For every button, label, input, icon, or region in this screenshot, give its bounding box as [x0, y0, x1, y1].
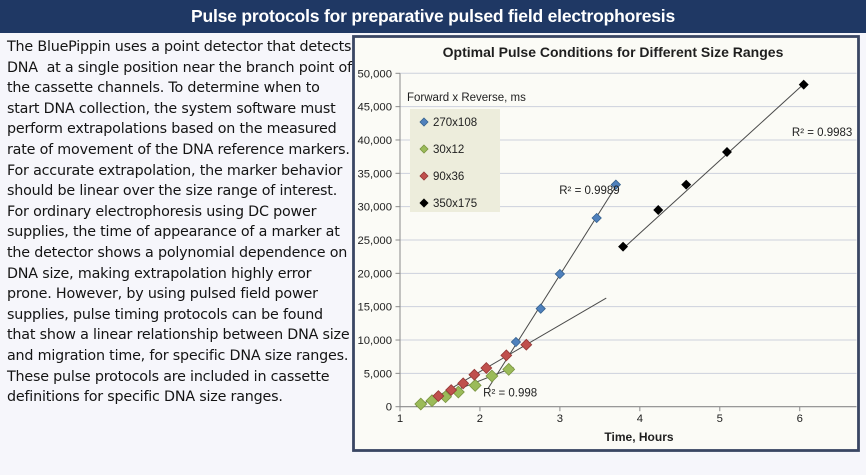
y-tick-label: 50,000 [357, 68, 392, 80]
point-270x108 [610, 179, 622, 190]
r2-annotation-350x175: R² = 0.9983 [792, 127, 852, 139]
x-tick-label: 4 [637, 413, 643, 425]
point-90x36 [457, 377, 470, 390]
point-350x175 [618, 241, 629, 252]
y-tick-label: 30,000 [357, 202, 392, 214]
chart-panel: 0 5,000 10,000 15,000 20,000 25,000 30,000 35,0… [352, 35, 860, 452]
legend-marker-30x12 [419, 144, 429, 154]
point-90x36 [500, 349, 513, 362]
r2-annotation-270x108: R² = 0.9989 [559, 185, 619, 197]
point-30x12 [502, 362, 516, 376]
legend-marker-90x36 [419, 171, 429, 181]
y-tick-label: 20,000 [357, 268, 392, 280]
x-tick-label: 3 [557, 413, 563, 425]
x-tick-label: 1 [397, 413, 403, 425]
y-tick-label: 40,000 [357, 135, 392, 147]
legend-title: Forward x Reverse, ms [407, 92, 526, 104]
title-bar: Pulse protocols for preparative pulsed f… [0, 0, 866, 33]
point-30x12 [414, 397, 428, 411]
y-tick-label: 5,000 [364, 368, 392, 380]
point-90x36 [480, 362, 493, 374]
point-90x36 [432, 390, 445, 402]
point-90x36 [445, 384, 458, 396]
point-30x12 [485, 369, 499, 383]
x-tick-label: 2 [477, 413, 483, 425]
chart-title: Optimal Pulse Conditions for Different S… [443, 44, 784, 60]
slide-title: Pulse protocols for preparative pulsed f… [191, 6, 675, 26]
point-90x36 [520, 338, 533, 351]
point-350x175 [722, 147, 732, 157]
body-text: The BluePippin uses a point detector tha… [7, 39, 352, 406]
trendline-350x175 [621, 82, 805, 250]
x-tick-label: 5 [717, 413, 723, 425]
y-tick-label: 15,000 [357, 302, 392, 314]
point-270x108 [535, 303, 546, 314]
legend-item-90x36: 90x36 [433, 171, 464, 183]
point-270x108 [591, 212, 602, 224]
point-350x175 [681, 179, 692, 190]
y-tick-label: 35,000 [357, 168, 392, 180]
y-tick-label: 10,000 [357, 335, 392, 347]
legend-marker-270x108 [419, 117, 429, 127]
legend-item-350x175: 350x175 [433, 198, 477, 210]
point-90x36 [468, 368, 481, 381]
x-tick-label: 6 [797, 413, 803, 425]
point-350x175 [653, 205, 664, 215]
legend-item-270x108: 270x108 [433, 117, 477, 129]
y-tick-label: 45,000 [357, 102, 392, 114]
r2-annotation-30x12: R² = 0.998 [483, 388, 537, 400]
chart-svg: 0 5,000 10,000 15,000 20,000 25,000 30,000 35,0… [352, 35, 860, 452]
legend-marker-350x175 [419, 198, 429, 208]
point-350x175 [798, 79, 809, 90]
point-270x108 [554, 268, 566, 280]
x-axis-title: Time, Hours [604, 430, 673, 444]
chart-frame [352, 35, 860, 452]
point-30x12 [468, 378, 482, 392]
legend-box [410, 109, 500, 212]
point-270x108 [510, 336, 522, 348]
legend-item-30x12: 30x12 [433, 144, 464, 156]
y-tick-label: 25,000 [357, 235, 392, 247]
y-tick-label: 0 [386, 402, 392, 414]
